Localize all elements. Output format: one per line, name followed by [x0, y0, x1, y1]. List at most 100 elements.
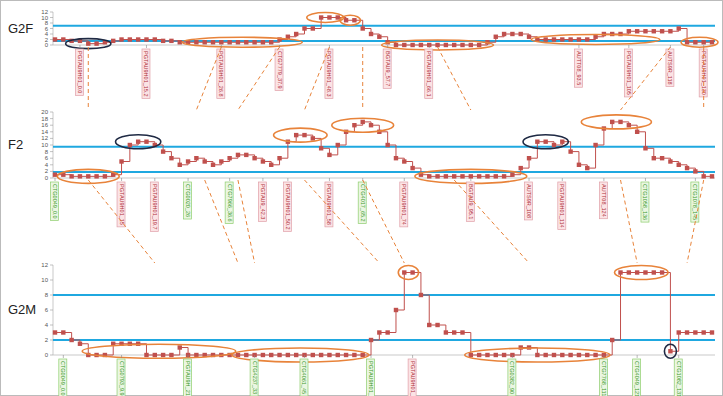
y-tick-label: 0: [45, 175, 49, 181]
data-point: [510, 173, 514, 177]
data-point: [302, 133, 306, 137]
data-point: [577, 163, 581, 167]
threshold-line: [53, 294, 715, 296]
marker-label-group: PGTAU9H01_19.7: [150, 178, 158, 231]
data-point: [577, 353, 581, 357]
data-point: [394, 308, 398, 312]
figure-border: [1, 1, 723, 396]
data-point: [277, 156, 281, 160]
marker-label: CTG7966_36.6: [227, 184, 233, 222]
marker-label-group: CTG1078_145: [691, 178, 699, 222]
marker-tick: [678, 355, 679, 358]
data-point: [652, 270, 656, 274]
data-point: [161, 353, 165, 357]
marker-box: [666, 49, 674, 87]
marker-label: PGTAU9_42.3: [260, 184, 266, 219]
data-point: [701, 174, 705, 178]
marker-tick: [412, 355, 413, 358]
panel-title: G2M: [8, 302, 36, 317]
data-point: [560, 37, 564, 41]
marker-tick: [429, 45, 430, 48]
data-point: [111, 39, 115, 43]
data-point: [568, 149, 572, 153]
data-point: [336, 353, 340, 357]
marker-label-group: PGTAU9H01_15.2: [142, 45, 150, 98]
y-tick-label: 4: [45, 162, 49, 168]
marker-box: [300, 359, 308, 396]
data-point: [585, 37, 589, 41]
data-point: [119, 37, 123, 41]
threshold-line: [53, 40, 715, 42]
data-point: [261, 40, 265, 44]
data-point: [244, 153, 248, 157]
data-point: [294, 353, 298, 357]
y-tick-label: 10: [41, 15, 48, 21]
y-tick-label: 6: [45, 307, 49, 313]
data-point: [327, 15, 331, 19]
data-point: [444, 174, 448, 178]
data-point: [128, 143, 132, 147]
y-tick-label: 12: [41, 9, 48, 15]
data-point: [319, 146, 323, 150]
data-point: [535, 353, 539, 357]
marker-label-group: PGTAU9H01_50.2: [283, 178, 291, 231]
data-point: [652, 156, 656, 160]
series-line: [55, 18, 712, 46]
data-point: [352, 353, 356, 357]
data-point: [502, 174, 506, 178]
marker-box: [641, 182, 649, 222]
marker-box: [408, 359, 416, 396]
panel-title: F2: [8, 137, 23, 152]
data-point: [485, 353, 489, 357]
marker-box: [400, 182, 408, 227]
data-point: [710, 174, 714, 178]
data-point: [635, 29, 639, 33]
marker-label: PGTAU9H01_67: [410, 361, 416, 396]
data-point: [86, 174, 90, 178]
y-tick: [50, 310, 53, 311]
marker-label: CTG0020_26: [185, 184, 191, 217]
marker-label-group: PGTAU9H01_15: [117, 178, 125, 227]
marker-tick: [404, 178, 405, 181]
marker-box: [425, 49, 433, 98]
marker-label: CTG1058_136: [642, 184, 648, 220]
data-point: [701, 330, 705, 334]
marker-label-group: CTG0382_90: [508, 355, 516, 396]
marker-box: [574, 49, 582, 87]
marker-box: [558, 182, 566, 230]
data-point: [444, 330, 448, 334]
y-tick-label: 0: [45, 42, 49, 48]
marker-label-group: PGTAU9_42.3: [258, 178, 266, 221]
data-point: [153, 353, 157, 357]
y-tick-label: 20: [41, 109, 48, 115]
data-point: [119, 159, 123, 163]
data-point: [535, 140, 539, 144]
marker-label: PGTAU9H01_50.2: [285, 184, 291, 229]
marker-label: AUTT08_93.5: [576, 51, 582, 85]
data-point: [361, 26, 365, 30]
data-point: [261, 353, 265, 357]
data-point: [402, 159, 406, 163]
data-point: [452, 43, 456, 47]
marker-tick: [121, 178, 122, 181]
marker-label-group: CTG4017_65.2: [358, 178, 366, 224]
link-line: [363, 180, 405, 263]
data-point: [369, 123, 373, 127]
data-point: [643, 270, 647, 274]
marker-label: CTG4049_121: [634, 361, 640, 396]
marker-tick: [55, 178, 56, 181]
data-point: [677, 26, 681, 30]
y-tick-label: 16: [41, 122, 48, 128]
data-point: [477, 174, 481, 178]
marker-box: [691, 182, 699, 222]
marker-label: CTG7768_111: [601, 361, 607, 396]
marker-label: PGTAU9H01_15.2: [143, 51, 149, 96]
marker-tick: [121, 355, 122, 358]
data-point: [361, 120, 365, 124]
data-point: [194, 40, 198, 44]
marker-label: AUTT08_124: [601, 184, 607, 217]
y-tick: [50, 118, 53, 119]
marker-label-group: BGTAU9_57.7: [383, 45, 391, 88]
data-point: [319, 15, 323, 19]
highlight-ellipse: [465, 348, 610, 362]
